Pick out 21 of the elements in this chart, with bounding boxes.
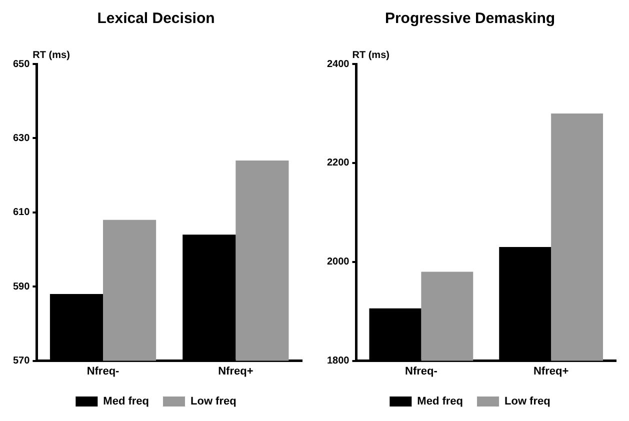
y-axis-title: RT (ms)	[32, 50, 70, 61]
x-tick-label: Nfreq+	[533, 365, 569, 378]
y-tick-label: 1800	[326, 356, 350, 367]
legend-label: Low freq	[190, 396, 236, 408]
y-tick-label: 590	[12, 281, 30, 292]
legend-label: Med freq	[103, 396, 150, 408]
legend-label: Med freq	[417, 396, 464, 408]
x-tick-label: Nfreq+	[218, 365, 254, 378]
y-tick-label: 2200	[326, 158, 350, 169]
y-tick-label: 610	[12, 207, 30, 218]
chart-title: Progressive Demasking	[384, 10, 556, 28]
legend-label: Low freq	[504, 396, 550, 408]
y-tick-label: 570	[12, 356, 30, 367]
y-tick-label: 630	[12, 132, 30, 144]
x-tick-label: Nfreq-	[86, 365, 120, 378]
y-axis-title: RT (ms)	[352, 50, 390, 61]
y-tick-label: 2400	[326, 58, 350, 70]
y-tick-label: 2000	[326, 256, 350, 268]
chart-title: Lexical Decision	[97, 10, 215, 28]
y-tick-label: 650	[12, 58, 30, 70]
x-tick-label: Nfreq-	[404, 365, 438, 378]
